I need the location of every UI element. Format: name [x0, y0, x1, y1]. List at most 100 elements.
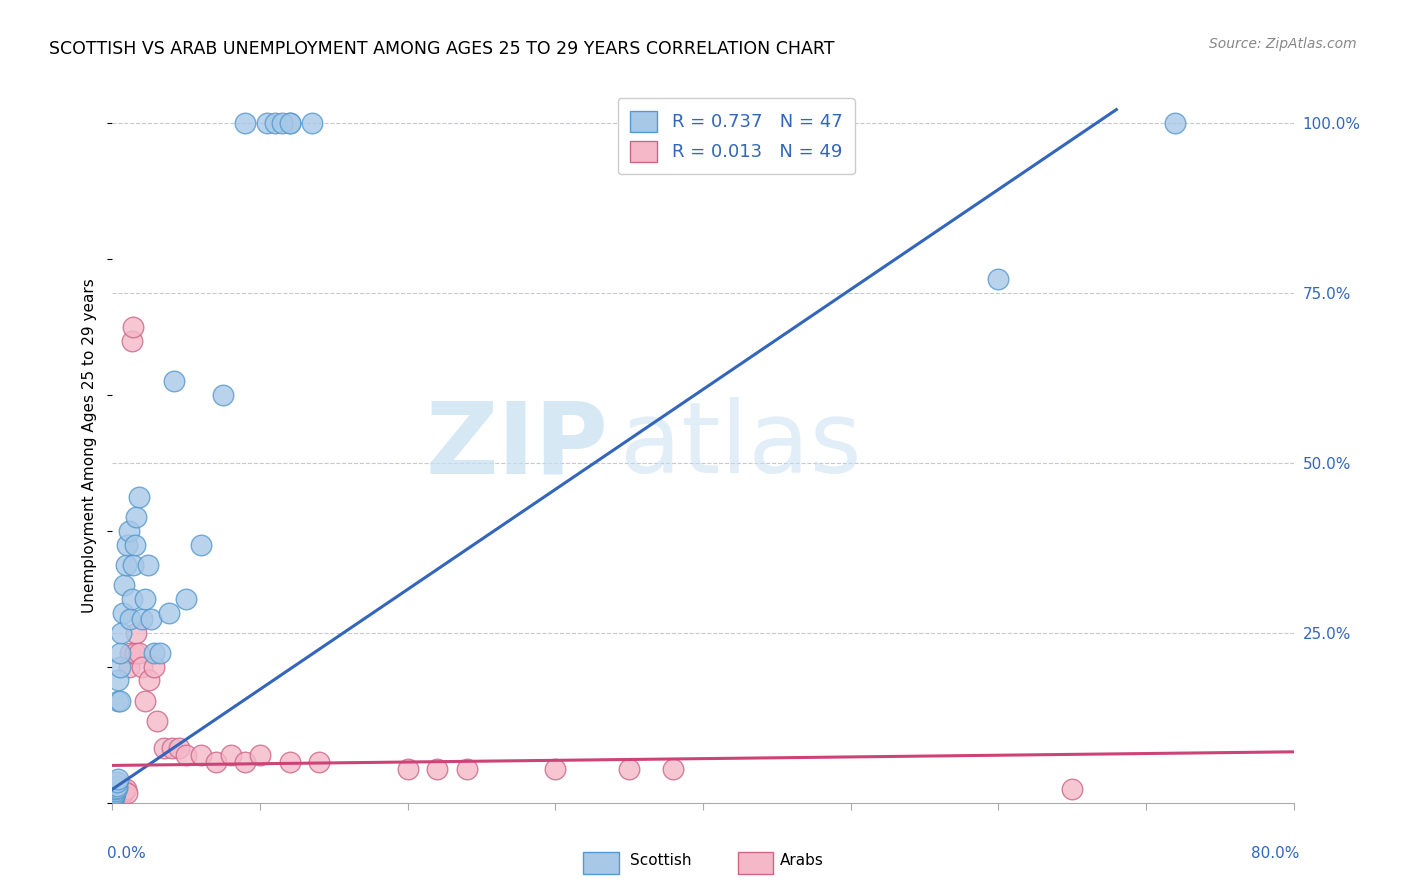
- Point: [117, 537, 138, 551]
- Point: [112, 578, 135, 592]
- Point: [121, 334, 143, 348]
- Point: [308, 755, 330, 769]
- Point: [160, 741, 183, 756]
- Point: [105, 779, 128, 793]
- Text: 0.0%: 0.0%: [107, 846, 145, 861]
- Point: [107, 782, 129, 797]
- Point: [114, 558, 136, 572]
- Point: [544, 762, 567, 776]
- Point: [153, 741, 176, 756]
- Point: [142, 660, 165, 674]
- Point: [110, 783, 132, 797]
- Point: [256, 116, 278, 130]
- Point: [120, 612, 142, 626]
- Point: [112, 783, 135, 797]
- Point: [103, 788, 125, 802]
- Point: [125, 626, 148, 640]
- Point: [108, 646, 131, 660]
- Point: [111, 782, 134, 797]
- Point: [167, 741, 190, 756]
- Point: [212, 388, 235, 402]
- Point: [264, 116, 287, 130]
- Point: [105, 775, 128, 789]
- Point: [103, 790, 125, 805]
- Point: [104, 786, 127, 800]
- Point: [139, 612, 162, 626]
- Point: [157, 606, 180, 620]
- Point: [190, 537, 212, 551]
- Point: [121, 591, 143, 606]
- Point: [124, 537, 146, 551]
- Point: [163, 375, 186, 389]
- Point: [128, 490, 150, 504]
- Point: [125, 510, 148, 524]
- Point: [278, 755, 301, 769]
- Point: [104, 780, 127, 795]
- Point: [134, 694, 156, 708]
- Point: [104, 783, 127, 797]
- Point: [110, 626, 132, 640]
- Point: [117, 786, 138, 800]
- Text: Scottish: Scottish: [630, 854, 692, 868]
- Point: [396, 762, 419, 776]
- Point: [174, 748, 197, 763]
- Text: atlas: atlas: [620, 398, 862, 494]
- Text: ZIP: ZIP: [426, 398, 609, 494]
- Point: [118, 660, 141, 674]
- Point: [426, 762, 449, 776]
- Point: [105, 779, 128, 793]
- Point: [104, 786, 127, 800]
- Point: [104, 783, 127, 797]
- Point: [142, 646, 165, 660]
- Point: [108, 788, 131, 802]
- Point: [149, 646, 172, 660]
- Point: [987, 272, 1010, 286]
- Text: SCOTTISH VS ARAB UNEMPLOYMENT AMONG AGES 25 TO 29 YEARS CORRELATION CHART: SCOTTISH VS ARAB UNEMPLOYMENT AMONG AGES…: [49, 40, 835, 58]
- Point: [103, 790, 125, 805]
- Point: [105, 780, 128, 795]
- Point: [131, 660, 153, 674]
- Y-axis label: Unemployment Among Ages 25 to 29 years: Unemployment Among Ages 25 to 29 years: [82, 278, 97, 614]
- Point: [1164, 116, 1187, 130]
- Point: [233, 755, 256, 769]
- Point: [190, 748, 212, 763]
- Point: [110, 786, 132, 800]
- Point: [107, 694, 129, 708]
- Point: [456, 762, 478, 776]
- Point: [278, 116, 301, 130]
- Point: [122, 558, 145, 572]
- Point: [122, 320, 145, 334]
- Point: [128, 646, 150, 660]
- Text: Arabs: Arabs: [779, 854, 824, 868]
- Text: 80.0%: 80.0%: [1251, 846, 1299, 861]
- Point: [105, 786, 128, 800]
- Point: [107, 772, 129, 786]
- Point: [219, 748, 242, 763]
- Point: [146, 714, 169, 729]
- Point: [107, 673, 129, 688]
- Point: [138, 673, 160, 688]
- Point: [662, 762, 685, 776]
- Point: [111, 786, 134, 800]
- Point: [249, 748, 271, 763]
- Point: [104, 782, 127, 797]
- Point: [103, 789, 125, 803]
- Point: [233, 116, 256, 130]
- Point: [118, 524, 141, 538]
- Point: [271, 116, 294, 130]
- Point: [114, 782, 136, 797]
- Point: [111, 606, 134, 620]
- Legend: R = 0.737   N = 47, R = 0.013   N = 49: R = 0.737 N = 47, R = 0.013 N = 49: [617, 98, 855, 174]
- Point: [134, 591, 156, 606]
- Point: [103, 788, 125, 802]
- Point: [120, 646, 142, 660]
- Point: [619, 762, 641, 776]
- Point: [124, 646, 146, 660]
- Point: [136, 558, 159, 572]
- Point: [278, 116, 301, 130]
- Point: [174, 591, 197, 606]
- Point: [107, 783, 129, 797]
- Point: [103, 789, 125, 803]
- Point: [301, 116, 323, 130]
- Text: Source: ZipAtlas.com: Source: ZipAtlas.com: [1209, 37, 1357, 52]
